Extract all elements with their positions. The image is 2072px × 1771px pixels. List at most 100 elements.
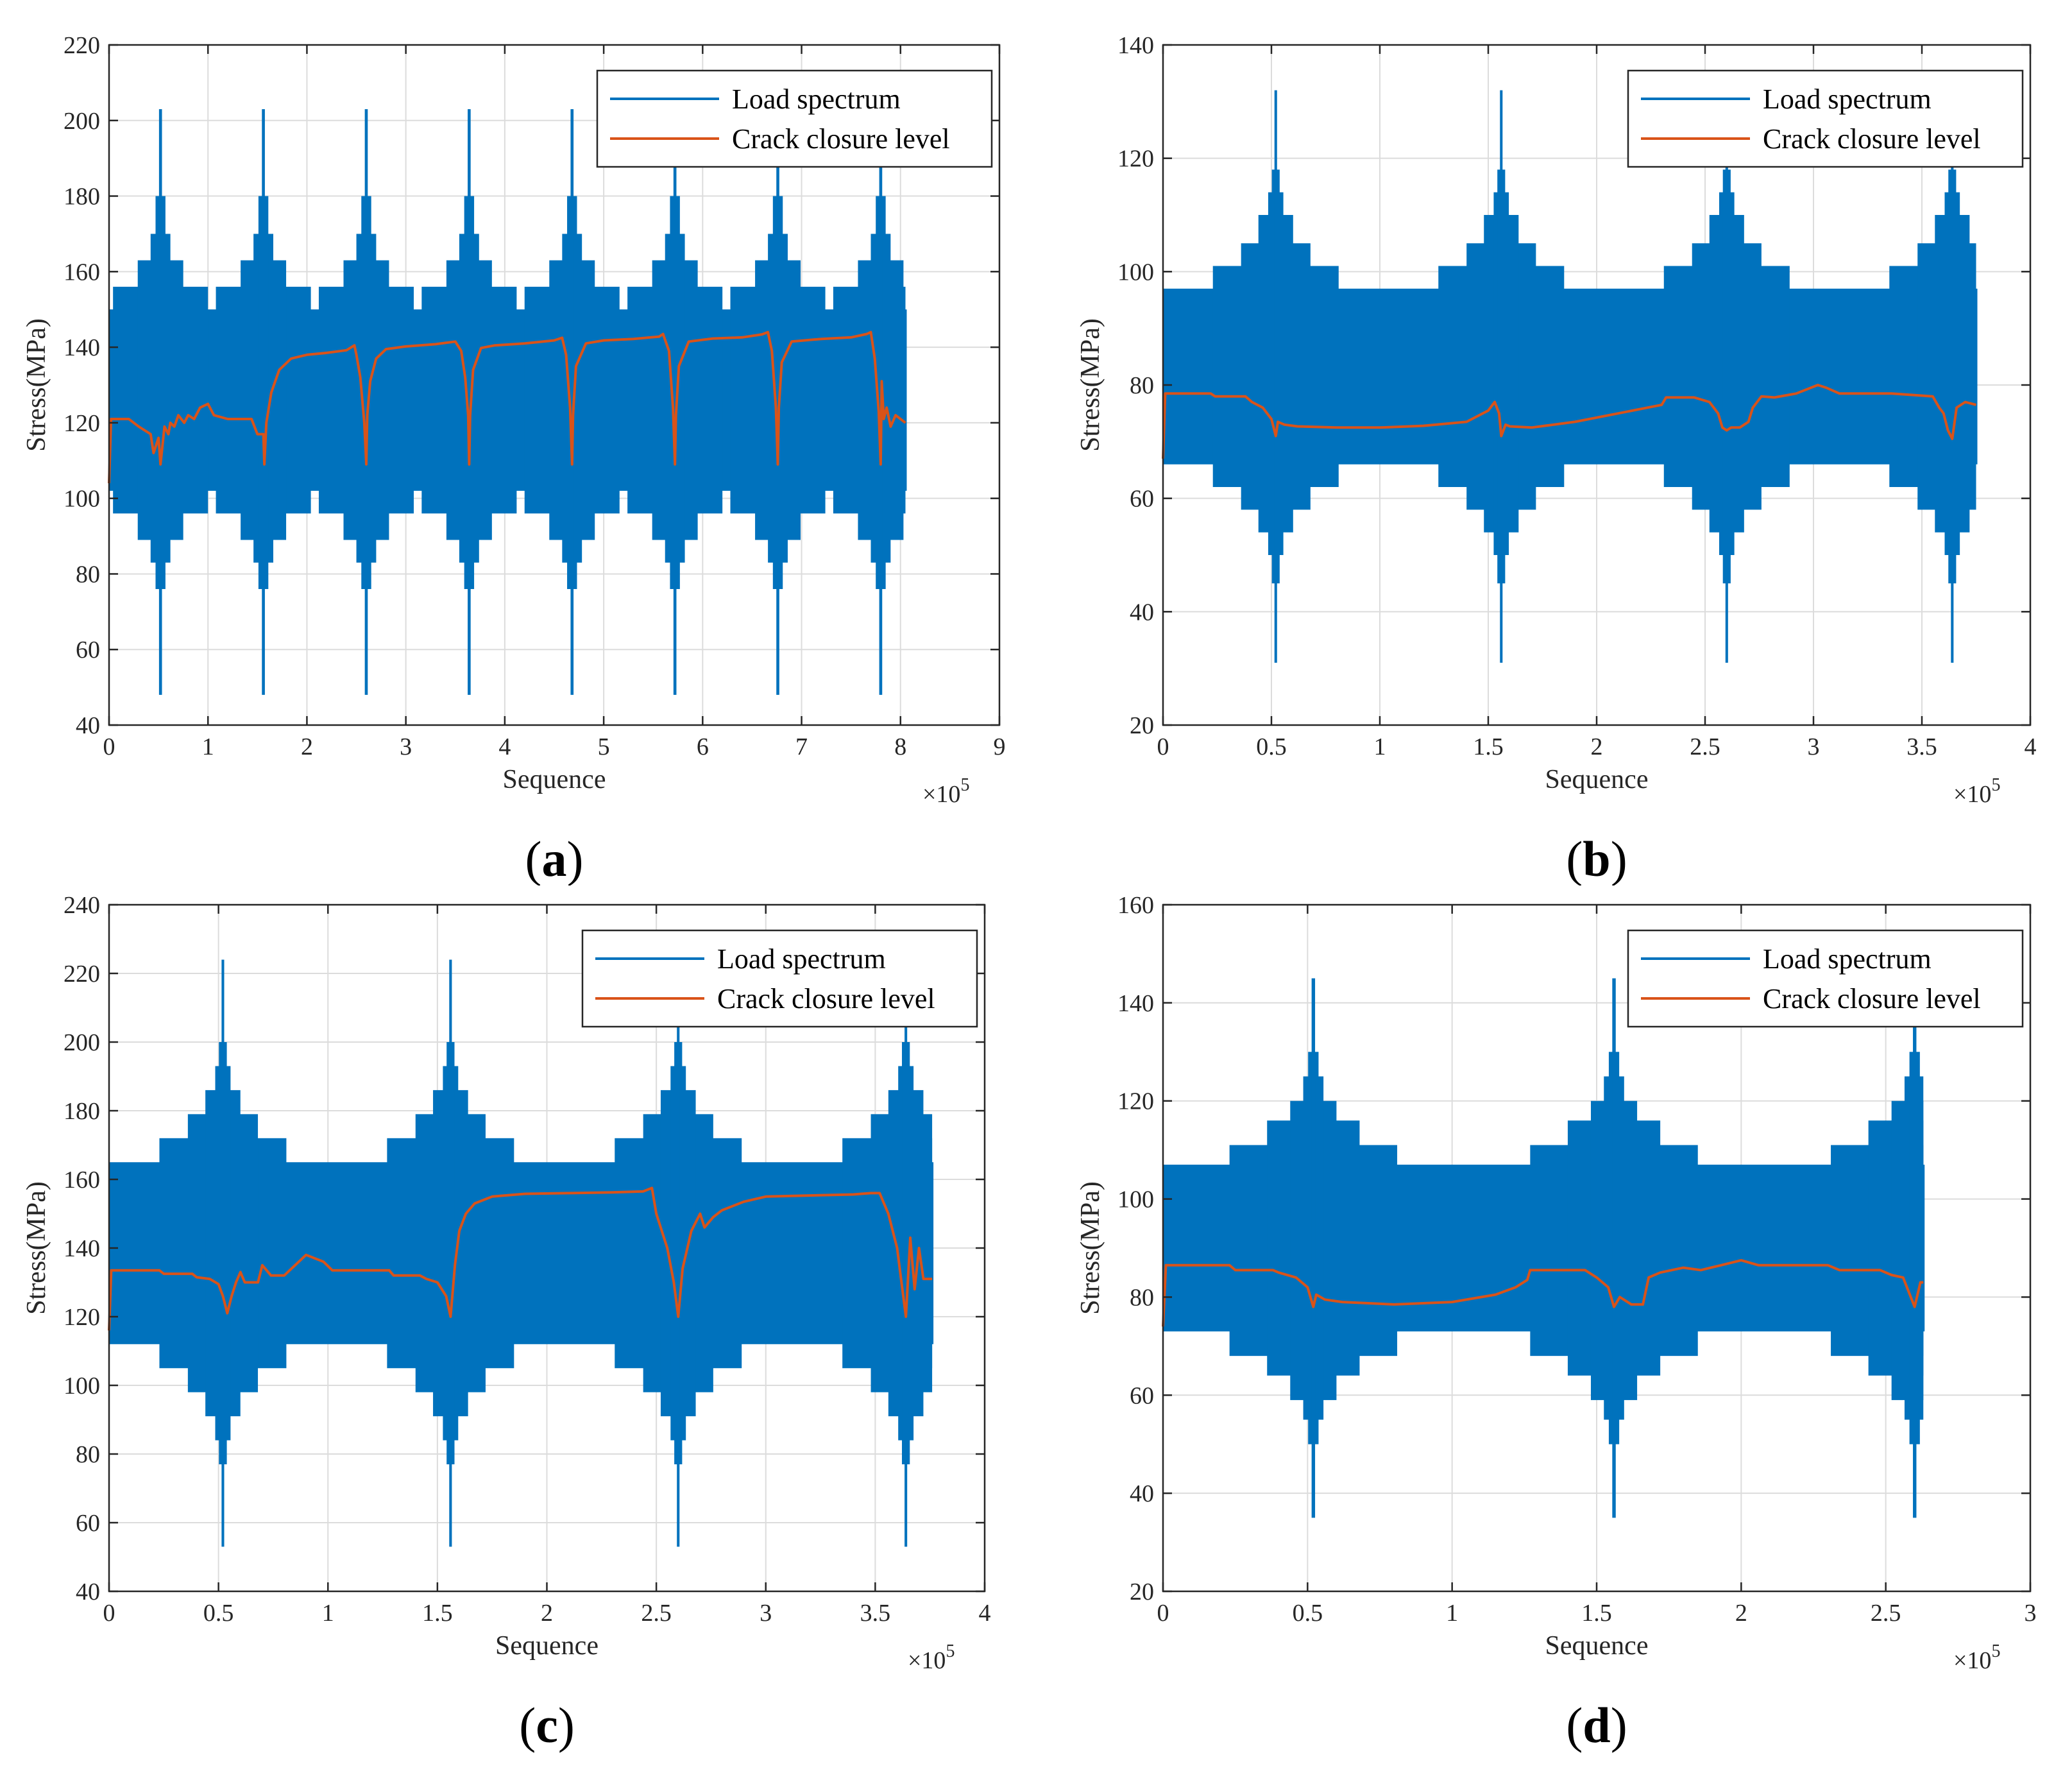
load-spectrum-step [677,959,680,1547]
x-tick-label: 2.5 [1871,1600,1901,1627]
load-spectrum-step [262,109,265,695]
y-tick-label: 160 [64,1167,100,1194]
x-tick-label: 1 [202,733,214,760]
x-tick-label: 1 [1446,1600,1458,1627]
x-tick-label: 0.5 [203,1600,234,1627]
load-spectrum-step [468,109,471,695]
y-tick-label: 40 [76,712,100,739]
chart-svg: 0 0.5 1 1.5 2 2.5 3 3.5 4 40 60 80 100 120 140 160 180 20… [22,892,991,1753]
x-tick-label: 5 [598,733,610,760]
y-tick-label: 80 [76,1441,100,1468]
x-axis-label: Sequence [1545,765,1649,794]
y-tick-label: 20 [1130,1579,1154,1605]
y-tick-label: 60 [1130,486,1154,513]
x-tick-label: 3 [1808,733,1820,760]
panel-c: 0 0.5 1 1.5 2 2.5 3 3.5 4 40 60 80 100 120 140 160 180 20… [0,886,1036,1771]
y-tick-label: 120 [64,410,100,437]
x-exponent-label: ×105 [922,775,969,808]
load-spectrum-step [158,109,162,695]
y-tick-label: 140 [64,1235,100,1262]
x-tick-label: 2.5 [641,1600,672,1627]
y-tick-label: 100 [1117,259,1154,286]
y-tick-label: 60 [76,637,100,663]
x-tick-label: 2 [1591,733,1603,760]
panel-a: 0 1 2 3 4 5 6 7 8 9 40 60 80 100 120 140 160 180 200 220 Seq… [0,0,1036,886]
y-tick-label: 60 [76,1510,100,1537]
y-axis-label: Stress(MPa) [22,318,51,452]
x-tick-label: 3.5 [1906,733,1937,760]
panel-d: 0 0.5 1 1.5 2 2.5 3 20 40 60 80 100 120 140 160 Sequenc… [1036,886,2072,1771]
y-tick-label: 100 [64,1373,100,1399]
chart-svg: 0 0.5 1 1.5 2 2.5 3 3.5 4 20 40 60 80 100 120 140 Sequen… [1076,32,2037,886]
x-axis-label: Sequence [503,765,606,794]
x-tick-label: 1.5 [1581,1600,1612,1627]
axes-box [108,44,1001,726]
chart-svg: 0 1 2 3 4 5 6 7 8 9 40 60 80 100 120 140 160 180 200 220 Seq… [22,32,1006,886]
x-tick-label: 1 [322,1600,334,1627]
y-tick-label: 240 [64,892,100,919]
legend-label: Load spectrum [1763,83,1932,115]
crack-closure-line [1162,1259,1924,1327]
load-spectrum-step [1725,90,1728,663]
load-spectrum-step [570,109,574,695]
x-tick-label: 8 [894,733,906,760]
x-tick-label: 0 [1157,1600,1169,1627]
y-tick-label: 180 [64,1098,100,1125]
crack-closure-line [108,330,906,484]
y-tick-label: 100 [1117,1186,1154,1213]
y-axis-label: Stress(MPa) [1076,1181,1105,1315]
x-tick-label: 1 [1374,733,1386,760]
x-tick-label: 0.5 [1293,1600,1323,1627]
load-spectrum-step [449,959,452,1547]
x-tick-label: 7 [795,733,808,760]
x-tick-label: 6 [697,733,709,760]
x-tick-label: 2 [1735,1600,1747,1627]
x-tick-label: 0 [103,1600,115,1627]
y-tick-label: 120 [1117,1088,1154,1115]
y-tick-label: 40 [76,1579,100,1605]
x-axis-label: Sequence [1545,1631,1649,1661]
panel-caption: (d) [1566,1697,1627,1753]
y-tick-label: 160 [1117,892,1154,919]
panel-b: 0 0.5 1 1.5 2 2.5 3 3.5 4 20 40 60 80 100 120 140 Sequen… [1036,0,2072,886]
y-tick-label: 200 [64,108,100,135]
x-tick-label: 0 [1157,733,1169,760]
x-tick-label: 4 [979,1600,991,1627]
load-spectrum-step [776,109,779,695]
x-axis-label: Sequence [495,1631,599,1661]
crack-closure-line [1162,384,1977,459]
x-tick-label: 4 [498,733,511,760]
x-tick-label: 2 [541,1600,553,1627]
x-tick-label: 3 [400,733,412,760]
x-tick-label: 1.5 [422,1600,453,1627]
y-tick-label: 120 [64,1304,100,1331]
legend-label: Load spectrum [1763,943,1932,975]
load-spectrum-step [1500,90,1503,663]
x-tick-label: 3 [760,1600,772,1627]
x-exponent-label: ×105 [1953,775,2000,808]
x-tick-label: 4 [2025,733,2037,760]
legend-box [596,69,993,168]
y-tick-label: 220 [64,32,100,59]
load-spectrum-step [673,109,677,695]
legend-box [1627,929,2024,1028]
chart-svg: 0 0.5 1 1.5 2 2.5 3 20 40 60 80 100 120 140 160 Sequenc… [1076,892,2037,1753]
load-spectrum-step [1913,978,1917,1518]
x-exponent-label: ×105 [1953,1641,2000,1674]
panel-caption: (c) [519,1697,575,1753]
x-tick-label: 2.5 [1690,733,1720,760]
legend-label: Load spectrum [717,943,886,975]
x-tick-label: 9 [994,733,1006,760]
load-spectrum-step [904,959,908,1547]
y-tick-label: 60 [1130,1382,1154,1409]
y-tick-label: 100 [64,486,100,513]
y-tick-label: 20 [1130,712,1154,739]
crack-closure-line [108,1186,933,1331]
legend-label: Crack closure level [1763,983,1981,1014]
y-tick-label: 140 [64,334,100,361]
y-tick-label: 220 [64,961,100,988]
legend-box [1627,69,2024,168]
load-spectrum-step [364,109,368,695]
panel-caption: (b) [1566,831,1627,886]
load-spectrum-step [221,959,225,1547]
